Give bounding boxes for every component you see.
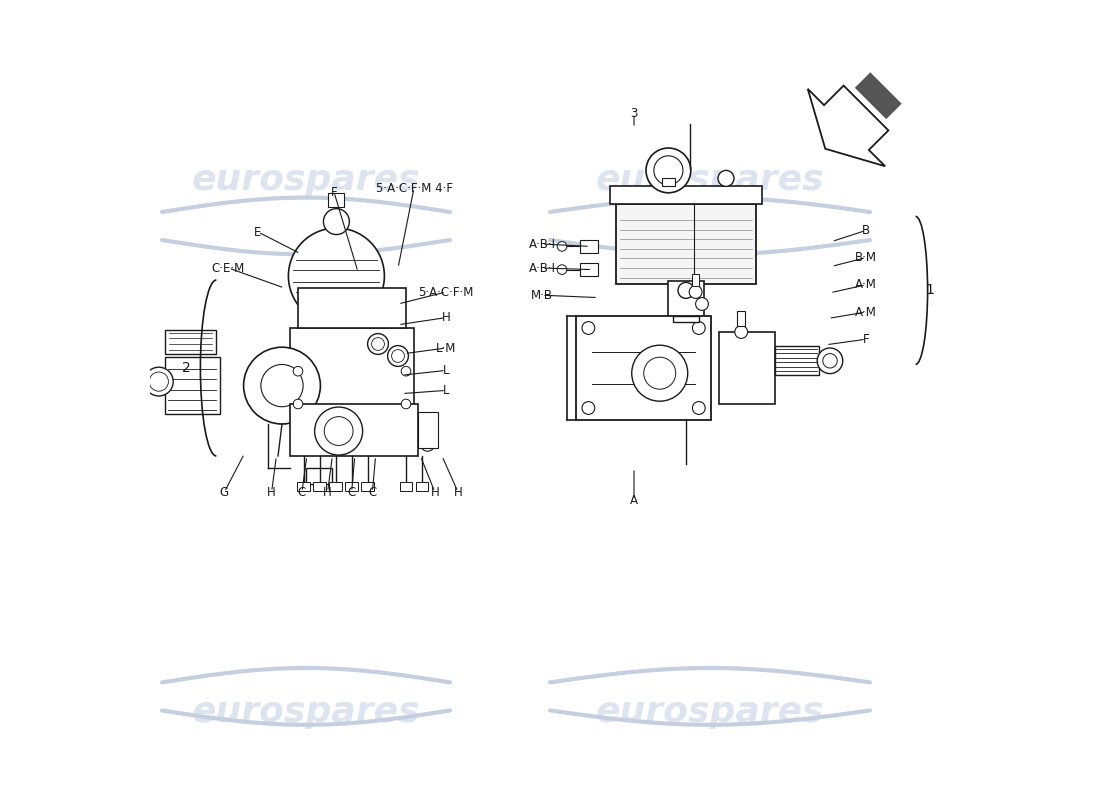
- Text: M·B: M·B: [531, 289, 553, 302]
- Text: H: H: [453, 486, 462, 498]
- Circle shape: [420, 437, 434, 451]
- Text: G: G: [220, 486, 229, 498]
- Text: L: L: [442, 384, 449, 397]
- Text: 1: 1: [925, 283, 934, 298]
- Text: F: F: [862, 333, 869, 346]
- Circle shape: [402, 399, 410, 409]
- Circle shape: [372, 338, 384, 350]
- Circle shape: [150, 372, 168, 391]
- Circle shape: [387, 346, 408, 366]
- Text: A: A: [630, 494, 638, 506]
- FancyBboxPatch shape: [290, 404, 418, 456]
- Circle shape: [718, 170, 734, 186]
- Circle shape: [582, 322, 595, 334]
- Text: A·B·I: A·B·I: [528, 238, 556, 250]
- Text: H: H: [267, 486, 276, 498]
- Circle shape: [315, 407, 363, 455]
- Circle shape: [653, 156, 683, 185]
- Text: eurospares: eurospares: [191, 163, 420, 197]
- FancyBboxPatch shape: [737, 311, 745, 326]
- Text: L·M: L·M: [436, 342, 456, 354]
- Circle shape: [646, 148, 691, 193]
- Circle shape: [367, 334, 388, 354]
- Circle shape: [678, 282, 694, 298]
- FancyBboxPatch shape: [314, 482, 326, 491]
- Circle shape: [692, 322, 705, 334]
- Circle shape: [144, 367, 173, 396]
- Text: F: F: [331, 186, 338, 198]
- Circle shape: [631, 346, 688, 402]
- Circle shape: [288, 228, 384, 324]
- Text: H: H: [323, 486, 332, 498]
- Text: C: C: [368, 486, 376, 498]
- FancyBboxPatch shape: [673, 316, 698, 322]
- FancyBboxPatch shape: [361, 482, 374, 491]
- Circle shape: [261, 365, 304, 406]
- Text: C: C: [348, 486, 355, 498]
- Circle shape: [695, 298, 708, 310]
- Circle shape: [294, 366, 302, 376]
- FancyBboxPatch shape: [290, 328, 414, 408]
- Circle shape: [582, 402, 595, 414]
- Text: H: H: [441, 311, 450, 324]
- FancyBboxPatch shape: [165, 357, 220, 414]
- Text: 3: 3: [630, 107, 638, 120]
- FancyBboxPatch shape: [399, 482, 412, 491]
- Circle shape: [558, 242, 566, 251]
- Text: A·M: A·M: [855, 306, 877, 318]
- Polygon shape: [855, 72, 902, 119]
- Text: eurospares: eurospares: [596, 163, 824, 197]
- Circle shape: [392, 350, 405, 362]
- Circle shape: [644, 357, 675, 390]
- FancyBboxPatch shape: [662, 178, 674, 186]
- Text: 2: 2: [182, 361, 190, 375]
- Text: B: B: [862, 224, 870, 237]
- Text: eurospares: eurospares: [596, 695, 824, 729]
- FancyBboxPatch shape: [297, 482, 310, 491]
- FancyBboxPatch shape: [329, 482, 342, 491]
- Text: L: L: [442, 364, 449, 377]
- Circle shape: [294, 399, 302, 409]
- Circle shape: [324, 417, 353, 446]
- FancyBboxPatch shape: [692, 274, 698, 286]
- Circle shape: [692, 402, 705, 414]
- FancyBboxPatch shape: [774, 346, 818, 375]
- FancyBboxPatch shape: [576, 316, 711, 420]
- Circle shape: [420, 413, 434, 427]
- Circle shape: [823, 354, 837, 368]
- Circle shape: [420, 425, 434, 439]
- Circle shape: [735, 326, 748, 338]
- FancyBboxPatch shape: [609, 186, 762, 204]
- Text: A·B·I: A·B·I: [528, 262, 556, 274]
- Text: 5·A·C·F·M: 5·A·C·F·M: [418, 286, 474, 298]
- Text: A·M: A·M: [855, 278, 877, 291]
- FancyBboxPatch shape: [306, 468, 331, 484]
- Circle shape: [558, 265, 566, 274]
- Text: 5·A·C·F·M 4·F: 5·A·C·F·M 4·F: [375, 182, 452, 194]
- FancyBboxPatch shape: [581, 263, 598, 276]
- FancyBboxPatch shape: [298, 288, 406, 328]
- Circle shape: [323, 209, 350, 234]
- FancyBboxPatch shape: [329, 193, 344, 207]
- FancyBboxPatch shape: [669, 281, 704, 322]
- FancyBboxPatch shape: [581, 240, 598, 253]
- Text: eurospares: eurospares: [191, 695, 420, 729]
- Circle shape: [243, 347, 320, 424]
- FancyBboxPatch shape: [345, 482, 358, 491]
- Circle shape: [690, 286, 702, 298]
- Text: C·E·M: C·E·M: [212, 262, 245, 274]
- Text: H: H: [430, 486, 439, 498]
- Text: E: E: [254, 226, 262, 238]
- Circle shape: [817, 348, 843, 374]
- FancyBboxPatch shape: [165, 330, 216, 354]
- Circle shape: [402, 366, 410, 376]
- Polygon shape: [807, 86, 889, 166]
- FancyBboxPatch shape: [718, 332, 774, 404]
- FancyBboxPatch shape: [418, 412, 438, 448]
- Text: C: C: [298, 486, 306, 498]
- FancyBboxPatch shape: [416, 482, 428, 491]
- FancyBboxPatch shape: [616, 204, 756, 284]
- Text: B·M: B·M: [855, 251, 877, 264]
